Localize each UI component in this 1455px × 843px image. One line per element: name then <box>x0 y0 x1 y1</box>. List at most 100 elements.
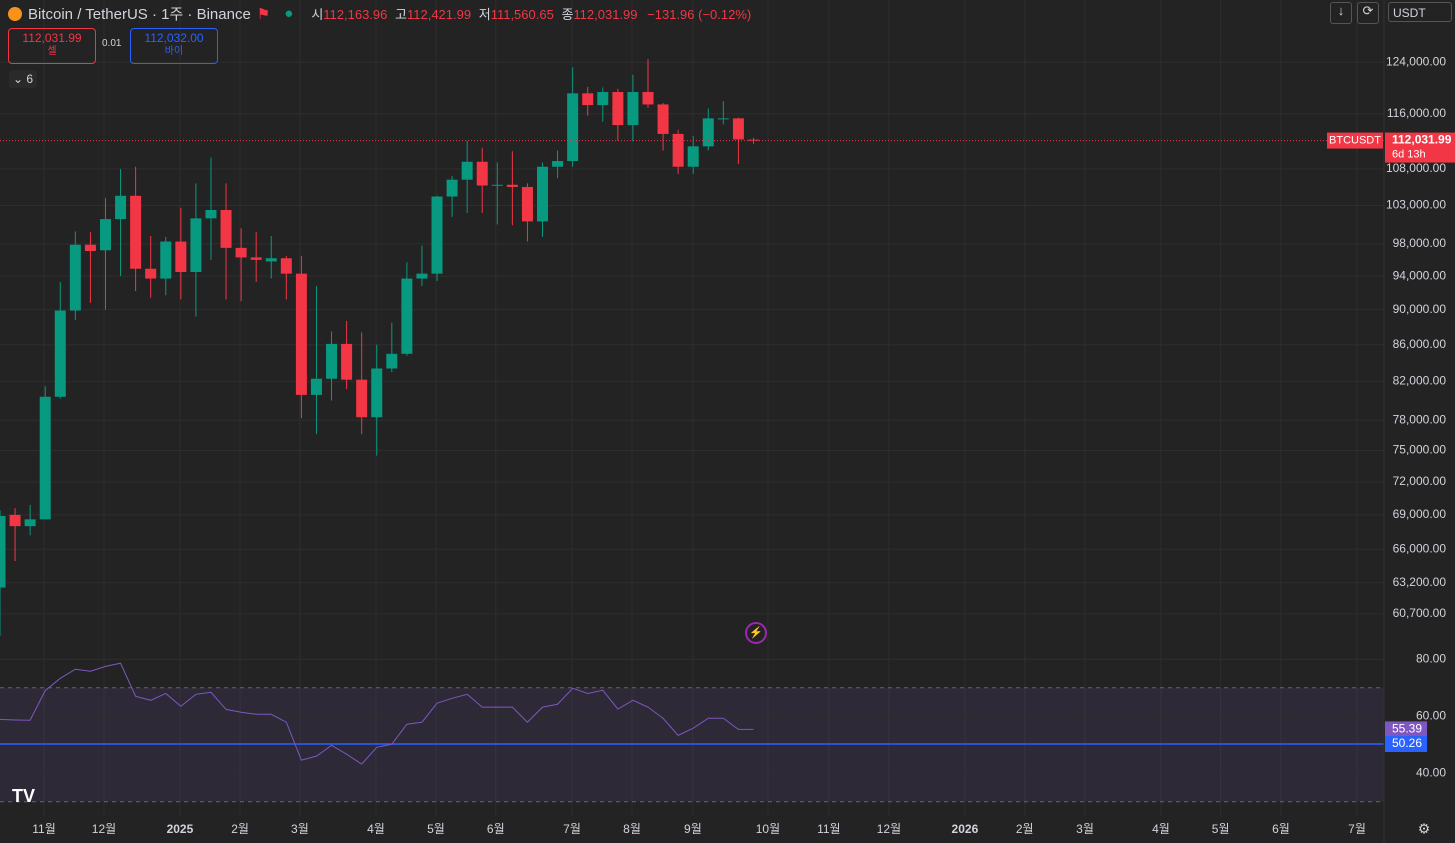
candle-body <box>175 241 187 273</box>
candle-body <box>597 92 609 106</box>
y-tick-label: 124,000.00 <box>1386 54 1446 68</box>
symbol-tag-text: BTCUSDT <box>1329 134 1381 146</box>
y-tick-label: 78,000.00 <box>1393 412 1447 426</box>
currency-select[interactable]: USDT <box>1388 2 1452 22</box>
candle-body <box>401 278 413 354</box>
candle-body <box>115 195 127 220</box>
x-tick-label: 12월 <box>877 822 901 836</box>
x-tick-label: 3월 <box>1076 822 1094 836</box>
buy-button[interactable]: 112,032.00 바이 <box>130 28 218 64</box>
sell-button[interactable]: 112,031.99 셀 <box>8 28 96 64</box>
y-tick-label: 116,000.00 <box>1387 106 1446 120</box>
y-tick-label: 72,000.00 <box>1393 474 1447 488</box>
status-dot: ● <box>284 5 294 22</box>
candle-body <box>341 343 353 380</box>
logo: TV <box>12 786 36 806</box>
ohlc-label: 시 <box>311 7 324 22</box>
x-tick-label: 11월 <box>32 822 56 836</box>
settings-icon: ⚙ <box>1418 821 1431 837</box>
x-tick-label: 5월 <box>427 822 445 836</box>
candle-body <box>672 133 684 167</box>
x-tick-label: 2월 <box>231 822 249 836</box>
candle-body <box>461 161 473 180</box>
candle-body <box>265 258 277 262</box>
flag[interactable]: ⚑ <box>256 5 271 23</box>
change: −131.96 (−0.12%) <box>647 7 752 22</box>
candle-body <box>145 268 157 279</box>
x-tick-label: 3월 <box>291 822 309 836</box>
sell-price: 112,031.99 <box>22 31 82 45</box>
candle-body <box>537 166 549 222</box>
x-tick-label: 12월 <box>92 822 116 836</box>
candle-body <box>356 379 368 418</box>
candle-body <box>732 118 744 140</box>
x-tick-label: 5월 <box>1212 822 1230 836</box>
ohlc-value: 112,031.99 <box>573 7 638 22</box>
candle-body <box>717 118 729 120</box>
y-tick-label: 69,000.00 <box>1393 507 1447 521</box>
candle-body <box>612 92 624 126</box>
candle-body <box>130 195 142 269</box>
candle-body <box>0 515 6 588</box>
y-tick-label: 108,000.00 <box>1386 161 1446 175</box>
y-tick-label: 40.00 <box>1416 765 1446 779</box>
y-tick-label: 86,000.00 <box>1393 337 1447 351</box>
candle-body <box>99 219 111 251</box>
y-tick-label: 103,000.00 <box>1386 198 1446 212</box>
x-tick-label: 2025 <box>167 822 194 836</box>
refresh-button[interactable]: ⟳ <box>1357 2 1379 24</box>
y-tick-label: 60,700.00 <box>1393 606 1447 620</box>
indicator-count: 6 <box>26 72 34 86</box>
candle-body <box>235 247 247 258</box>
candle-body <box>491 184 503 186</box>
header: Bitcoin / TetherUS · 1주 · Binance ⚑ ● 시1… <box>8 3 751 24</box>
y-tick-label: 66,000.00 <box>1393 541 1447 555</box>
candle-body <box>386 353 398 369</box>
countdown: 6d 13h <box>1392 148 1426 160</box>
candle-body <box>506 184 518 187</box>
ohlc-label: 고 <box>395 7 407 22</box>
candle-body <box>702 118 714 147</box>
x-tick-label: 6월 <box>487 822 505 836</box>
ohlc-value: 112,163.96 <box>323 7 388 22</box>
y-tick-label: 63,200.00 <box>1393 575 1447 589</box>
ohlc-value: 112,421.99 <box>406 7 472 22</box>
candle-body <box>582 93 594 106</box>
rsi-line <box>0 662 754 765</box>
ma-tag-text: 50.26 <box>1392 736 1422 750</box>
ohlc-label: 저 <box>478 7 491 22</box>
x-tick-label: 7월 <box>563 822 581 836</box>
candle-body <box>552 161 564 167</box>
y-tick-label: 80.00 <box>1416 651 1446 665</box>
candle-body <box>190 218 202 273</box>
x-tick-label: 11월 <box>817 822 841 836</box>
candle-body <box>280 258 292 274</box>
symbol[interactable]: Bitcoin / TetherUS · 1주 · Binance <box>28 6 251 23</box>
spread: 0.01 <box>102 38 122 49</box>
rsi-tag <box>1385 721 1427 738</box>
candle-body <box>416 273 428 279</box>
event-icon[interactable]: ⚡ <box>745 622 767 644</box>
candle-body <box>371 368 383 418</box>
download-button[interactable]: ↓ <box>1330 2 1352 24</box>
x-tick-label: 8월 <box>623 822 641 836</box>
candle-body <box>627 92 639 126</box>
price-tag <box>1385 132 1455 163</box>
x-tick-label: 4월 <box>367 822 385 836</box>
indicator-toggle[interactable]: ⌄ 6 <box>9 70 37 88</box>
x-tick-label: 2월 <box>1016 822 1034 836</box>
x-tick-label: 2026 <box>952 822 979 836</box>
ohlc-value: 111,560.65 <box>490 7 554 22</box>
coin-icon <box>8 6 22 21</box>
candle-body <box>220 210 232 248</box>
candle-body <box>326 343 338 379</box>
candle-body <box>446 179 458 197</box>
candle-body <box>642 92 654 105</box>
ohlc-label: 종 <box>561 7 574 22</box>
y-tick-label: 94,000.00 <box>1393 268 1447 282</box>
y-tick-label: 82,000.00 <box>1393 374 1447 388</box>
candle-body <box>54 310 66 397</box>
candle-body <box>9 514 21 527</box>
